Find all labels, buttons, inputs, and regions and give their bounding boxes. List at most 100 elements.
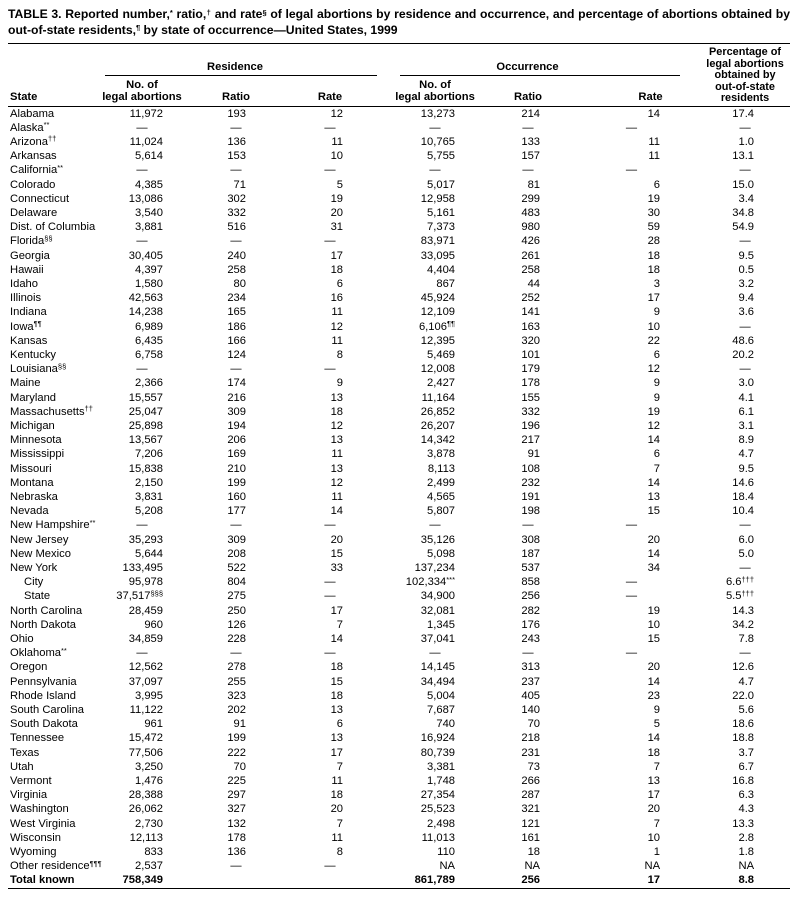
res-ratio-cell: — [230,164,242,177]
occ-rate-cell: 22 [647,334,661,347]
table-row: North Carolina 28,459 250 17 32,081 282 19 14.3 [8,604,790,618]
state-cell: Florida§§ [10,233,53,248]
pct-out-of-state-cell: 8.9 [738,434,755,447]
table-row: Georgia 30,405 240 17 33,095 261 18 9.5 [8,249,790,263]
res-abortions-cell: 12,113 [129,831,163,844]
res-abortions-cell: 2,537 [135,860,163,873]
pct-out-of-state-cell: 5.0 [738,547,755,560]
occ-rate-cell: 6 [653,448,661,461]
occ-rate-cell: 14 [647,675,661,688]
table-row: Nevada 5,208 177 14 5,807 198 15 10.4 [8,504,790,518]
occ-abortions-cell: 5,017 [427,178,456,191]
occ-ratio-cell: 91 [527,448,541,461]
res-ratio-cell: 169 [227,448,246,461]
pct-out-of-state-cell: 4.7 [738,675,755,688]
res-rate-cell: 7 [336,817,344,830]
occ-rate-cell: 20 [647,803,661,816]
res-rate-cell: 33 [330,562,344,574]
res-abortions-cell: 26,062 [128,803,163,816]
state-cell: Tennessee [10,732,65,745]
pct-out-of-state-cell: 9.5 [738,462,755,475]
occ-abortions-cell: 5,807 [427,505,456,518]
occ-rate-cell: 14 [647,107,661,120]
res-ratio-cell: 302 [227,192,246,205]
res-ratio-cell: 80 [233,277,246,290]
occ-rate-cell: 7 [653,817,661,830]
table-row: Kentucky 6,758 124 8 5,469 101 6 20.2 [8,348,790,362]
res-rate-cell: 18 [330,661,344,674]
occ-abortions-cell: 11,013 [421,831,456,844]
res-abortions-cell: — [136,164,148,177]
pct-out-of-state-cell: 15.0 [732,178,755,191]
occ-rate-cell: 28 [647,235,661,248]
state-cell: Pennsylvania [10,675,77,688]
state-cell: Oregon [10,661,48,674]
occ-rate-cell: 17 [647,789,661,802]
res-ratio-cell: 222 [227,746,246,759]
occ-ratio-cell: — [522,121,534,134]
res-ratio-cell: 70 [233,760,246,773]
res-abortions-cell: — [136,519,148,532]
res-ratio-cell: 255 [227,675,246,688]
occ-rate-cell: 7 [653,462,661,475]
res-rate-cell [283,873,378,889]
res-abortions-cell: 95,978 [128,576,163,589]
state-cell: Delaware [10,206,58,219]
occ-rate-cell: 13 [647,490,661,503]
res-ratio-cell: 124 [227,348,246,361]
occ-abortions-cell: 16,924 [420,732,456,745]
table-row: Wyoming 833 136 8 110 18 1 1.8 [8,845,790,859]
occ-ratio-cell: 266 [521,775,541,788]
occ-rate-cell: 30 [647,206,661,219]
table-row: Vermont 1,476 225 11 1,748 266 13 16.8 [8,774,790,788]
occ-ratio-cell: NA [524,860,541,873]
occ-ratio-cell: 256 [521,590,541,603]
occ-abortions-cell: 5,004 [427,689,456,702]
res-abortions-cell: 3,250 [135,760,163,773]
res-rate-cell: 20 [330,803,344,816]
res-abortions-cell: 15,472 [128,732,163,745]
res-abortions-cell: 4,385 [135,178,163,191]
table-row: Connecticut 13,086 302 19 12,958 299 19 3.4 [8,192,790,206]
res-abortions-cell: 6,989 [135,320,163,333]
occ-ratio-cell: 299 [521,192,541,205]
occ-abortions-cell: — [429,519,441,532]
table-row: California** — — — — — — — [8,163,790,177]
occ-abortions-cell: — [429,647,441,660]
occ-abortions-cell: 5,755 [427,150,456,163]
table-row: Iowa¶¶ 6,989 186 12 6,106¶¶ 163 10 — [8,320,790,334]
occ-abortions-cell: 45,924 [420,292,456,305]
occ-abortions-cell: 7,373 [427,221,456,234]
res-rate-cell: 18 [330,405,344,418]
occ-rate-cell: 9 [653,377,661,390]
occ-rate-cell: 18 [647,249,661,262]
state-cell: Missouri [10,462,52,475]
pct-out-of-state-cell: 13.1 [732,150,755,163]
table-row: Colorado 4,385 71 5 5,017 81 6 15.0 [8,178,790,192]
occ-ratio-cell: 483 [521,206,541,219]
table-row: Mississippi 7,206 169 11 3,878 91 6 4.7 [8,447,790,461]
occ-abortions-cell: 34,900 [420,590,456,603]
occ-rate-cell: — [625,576,638,589]
occ-rate-cell: 34 [647,562,661,574]
occ-abortions-cell: 14,145 [420,661,456,674]
res-abortions-cell: 77,506 [128,746,163,759]
state-cell: Dist. of Columbia [10,221,96,234]
occ-abortions-cell: 12,395 [420,334,456,347]
table-row: South Dakota 961 91 6 740 70 5 18.6 [8,717,790,731]
pct-out-of-state-cell: — [739,647,751,660]
res-rate-cell: — [324,363,336,376]
occ-rate-column-header: Rate [563,76,701,107]
occ-ratio-cell: 308 [521,533,541,546]
total-row: Total known 758,349 861,789 256 17 8.8 [8,873,791,889]
pct-out-of-state-cell: 20.2 [732,348,755,361]
occ-ratio-cell: 231 [521,746,541,759]
occ-ratio-cell: 161 [521,831,541,844]
res-rate-cell: — [324,576,336,589]
res-rate-cell: 11 [331,775,344,788]
res-ratio-cell: 202 [227,704,246,717]
table-row: Tennessee 15,472 199 13 16,924 218 14 18.8 [8,731,790,745]
occ-ratio-cell: 196 [521,419,541,432]
table-row: Massachusetts†† 25,047 309 18 26,852 332 19 6.1 [8,405,790,419]
occ-abortions-cell: 6,106¶¶ [418,319,456,333]
